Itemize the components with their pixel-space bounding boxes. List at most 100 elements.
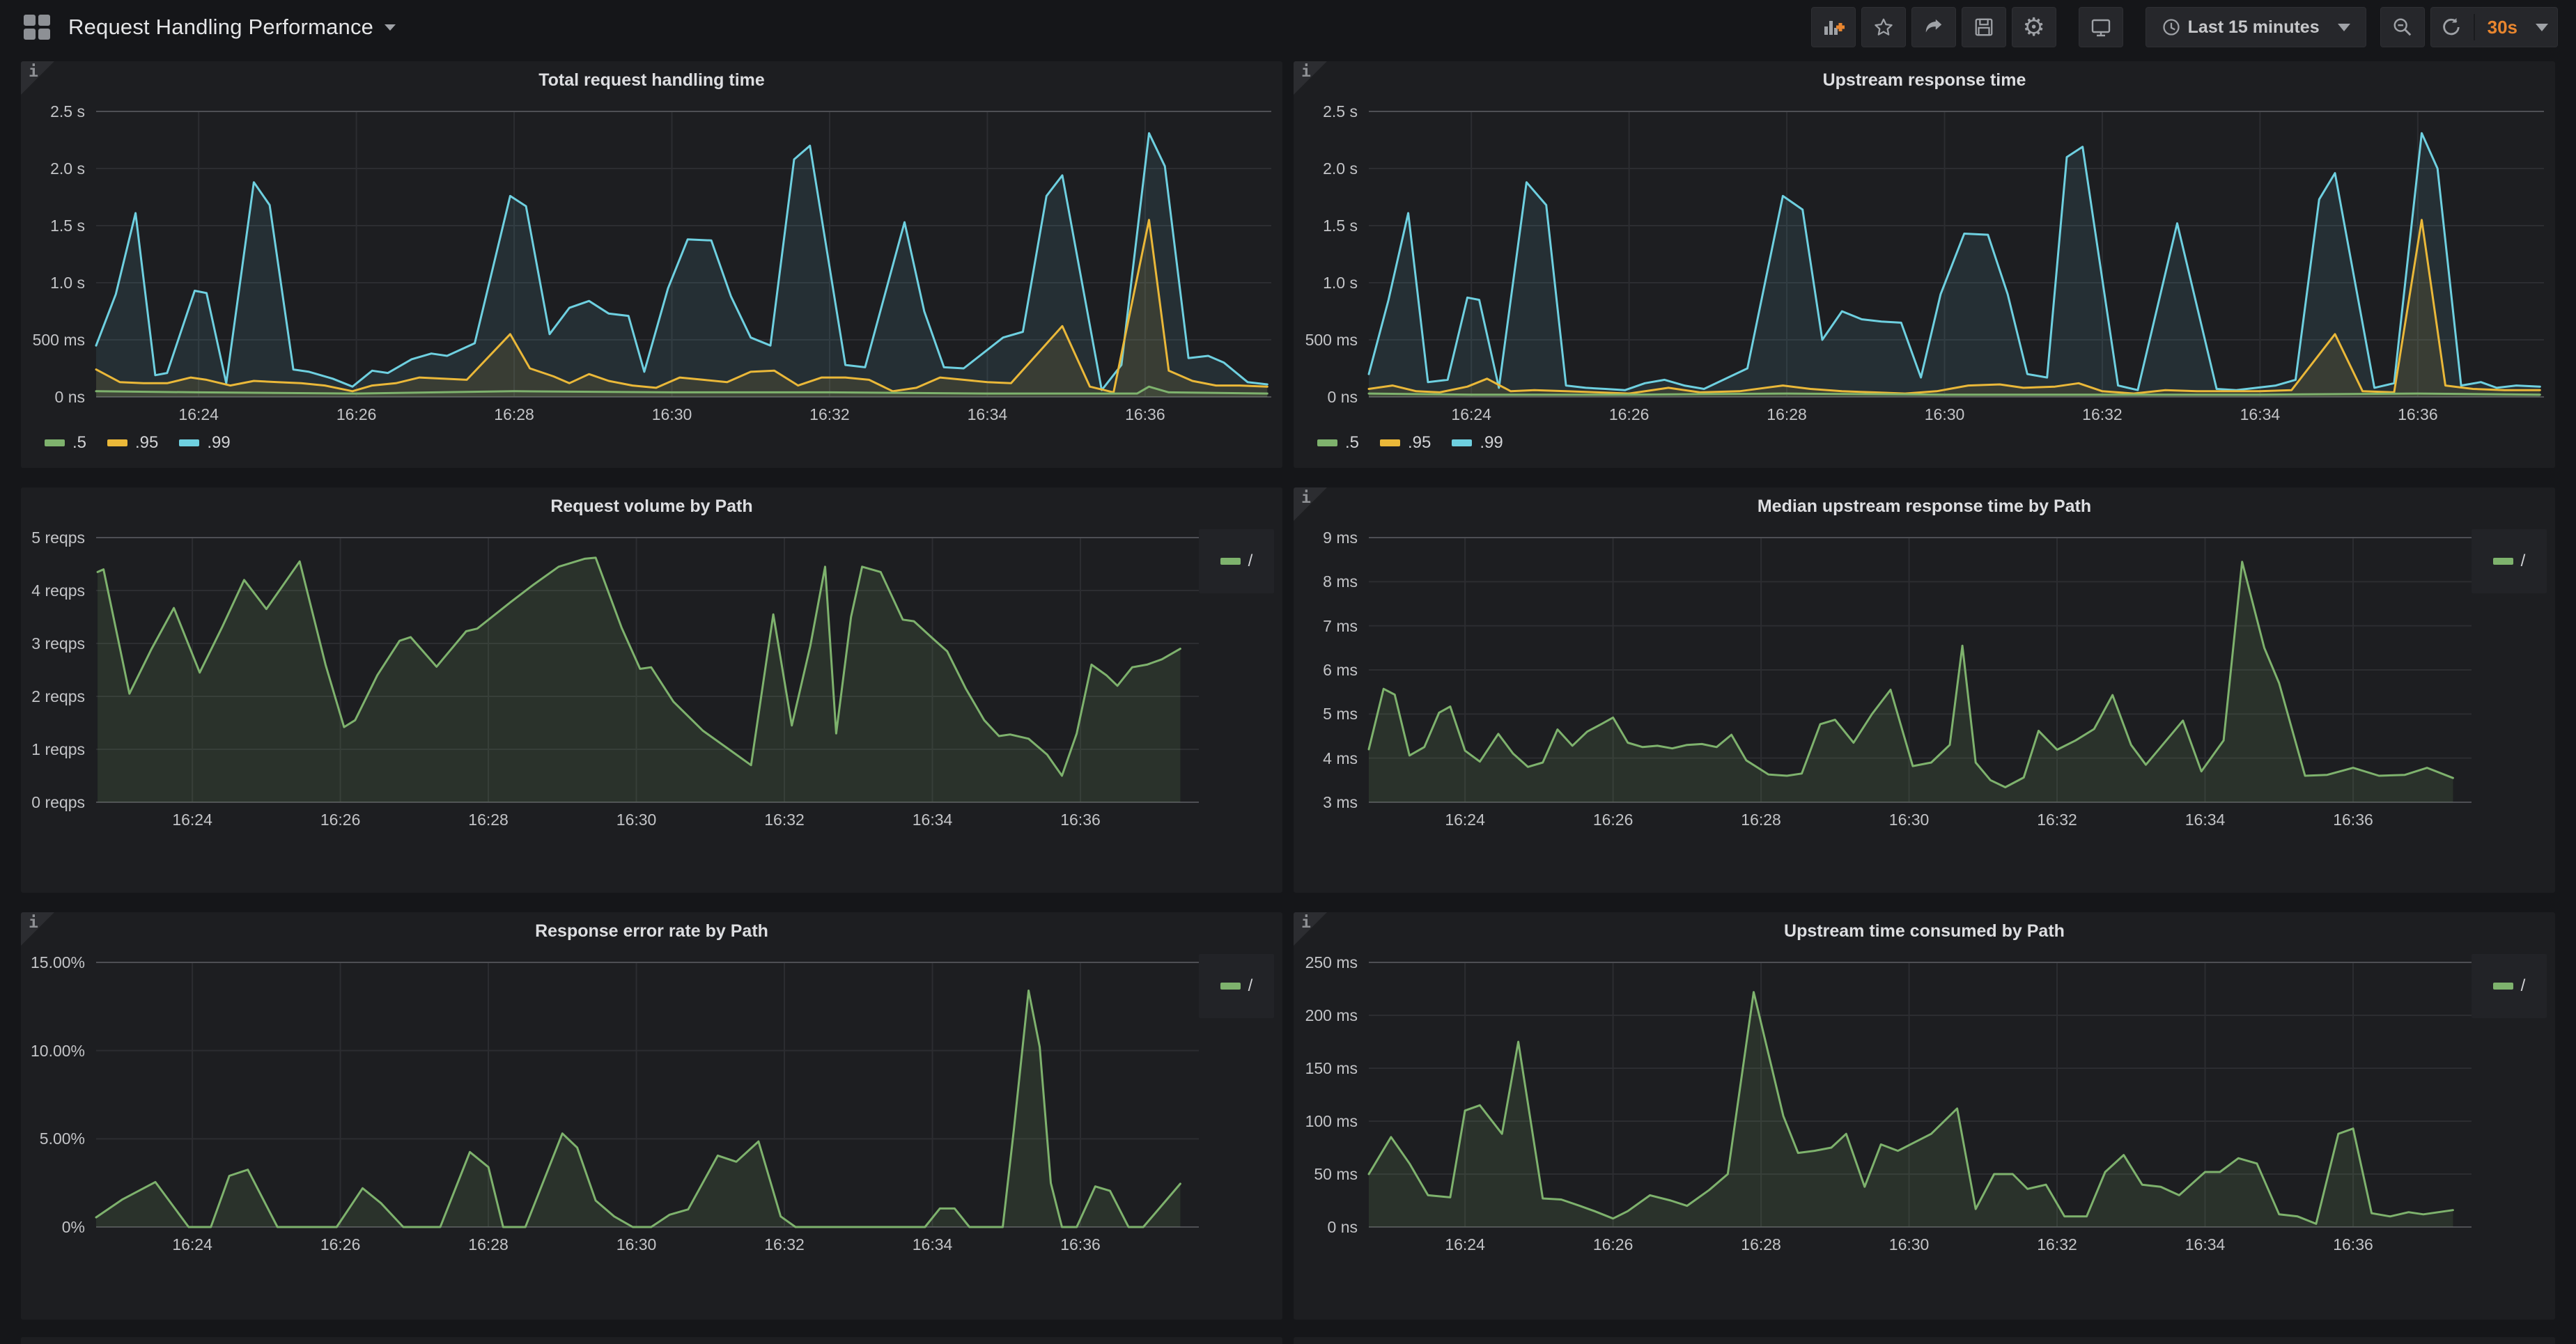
- chart-legend: /: [1199, 954, 1274, 1018]
- series-fill: [1369, 992, 2453, 1227]
- dashboard-title-caret[interactable]: [385, 24, 396, 31]
- series-line: [95, 219, 1268, 393]
- settings-button[interactable]: ⚙: [2011, 7, 2056, 47]
- legend-item[interactable]: .5: [45, 433, 86, 453]
- legend-label: /: [1248, 976, 1253, 995]
- x-axis-tick-label: 16:32: [764, 811, 805, 829]
- y-axis-tick-label: 5 reqps: [31, 529, 85, 547]
- legend-swatch: [179, 439, 200, 446]
- x-axis-tick-label: 16:32: [2082, 405, 2123, 423]
- panel-info-corner[interactable]: i: [21, 61, 54, 95]
- legend-swatch: [1452, 439, 1473, 446]
- panel-info-corner[interactable]: i: [1294, 912, 1327, 946]
- x-axis-tick-label: 16:36: [1125, 405, 1165, 423]
- x-axis-tick-label: 16:36: [2333, 811, 2373, 829]
- chart-plot-area[interactable]: 0% 5.00% 10.00% 15.00% 16:24 16:26 16:28 16:30 1…: [21, 912, 1282, 1320]
- chart-plot-area[interactable]: 0 ns 50 ms 100 ms 150 ms 200 ms 250 ms 16:24 16…: [1294, 912, 2555, 1320]
- y-axis-tick-label: 200 ms: [1305, 1006, 1358, 1024]
- legend-item[interactable]: /: [2492, 976, 2525, 996]
- x-axis-tick-label: 16:28: [468, 811, 509, 829]
- refresh-button[interactable]: 30s: [2430, 7, 2558, 47]
- legend-swatch: [107, 439, 128, 446]
- y-axis-tick-label: 8 ms: [1323, 572, 1358, 591]
- chart-plot-area[interactable]: 0 ns 500 ms 1.0 s 1.5 s 2.0 s 2.5 s 16:24 16:26…: [21, 61, 1282, 468]
- chart-plot-area[interactable]: 0 reqps 1 reqps 2 reqps 3 reqps 4 reqps 5 req…: [21, 487, 1282, 893]
- zoom-out-button[interactable]: [2380, 7, 2425, 47]
- panel-title[interactable]: Median upstream response time by Path: [1757, 497, 2092, 516]
- refresh-interval-caret[interactable]: [2536, 23, 2548, 31]
- cycle-view-button[interactable]: [2078, 7, 2123, 47]
- legend-swatch: [1220, 558, 1241, 565]
- y-axis-tick-label: 2.0 s: [1323, 159, 1358, 178]
- chart-legend: .5 .95 .99: [45, 433, 231, 453]
- legend-label: .5: [72, 433, 87, 452]
- star-button[interactable]: [1861, 7, 1906, 47]
- y-axis-tick-label: 50 ms: [1314, 1165, 1358, 1183]
- info-icon: i: [29, 63, 38, 81]
- legend-item[interactable]: .5: [1317, 433, 1359, 453]
- legend-item[interactable]: .95: [107, 433, 158, 453]
- x-axis-tick-label: 16:34: [967, 405, 1008, 423]
- legend-item[interactable]: /: [2492, 552, 2525, 571]
- legend-label: .95: [1408, 433, 1431, 452]
- panel-info-corner[interactable]: i: [21, 912, 54, 946]
- panel-title[interactable]: Upstream response time: [1822, 70, 2026, 90]
- chart-legend: /: [2472, 954, 2547, 1018]
- info-icon: i: [1301, 914, 1311, 932]
- x-axis-tick-label: 16:26: [320, 1235, 361, 1253]
- legend-item[interactable]: /: [1220, 552, 1252, 571]
- share-button[interactable]: [1911, 7, 1956, 47]
- x-axis-tick-label: 16:30: [616, 811, 657, 829]
- save-icon: [1975, 18, 1993, 36]
- refresh-interval-label[interactable]: 30s: [2487, 16, 2517, 38]
- panel-title[interactable]: Request volume by Path: [550, 497, 753, 516]
- partial-panel: [1294, 1337, 2555, 1344]
- panel-upstream-time-consumed-by-path: i Upstream time consumed by Path 0 ns 50 …: [1294, 912, 2555, 1320]
- legend-item[interactable]: .95: [1380, 433, 1431, 453]
- y-axis-tick-label: 0%: [61, 1218, 85, 1236]
- x-axis-tick-label: 16:28: [1741, 811, 1781, 829]
- dashboard-grid-icon[interactable]: [24, 15, 50, 40]
- x-axis-tick-label: 16:28: [1741, 1235, 1781, 1253]
- panel-title[interactable]: Upstream time consumed by Path: [1784, 921, 2065, 941]
- y-axis-tick-label: 7 ms: [1323, 616, 1358, 635]
- legend-item[interactable]: .99: [179, 433, 231, 453]
- star-icon: [1874, 18, 1893, 36]
- chart-plot-area[interactable]: 3 ms 4 ms 5 ms 6 ms 7 ms 8 ms 9 ms 16:24 16:26 16…: [1294, 487, 2555, 893]
- series-line: [1367, 561, 2454, 788]
- y-axis-tick-label: 4 reqps: [31, 581, 85, 600]
- x-axis-tick-label: 16:26: [336, 405, 377, 423]
- x-axis-tick-label: 16:36: [2333, 1235, 2373, 1253]
- y-axis-tick-label: 2.5 s: [1323, 102, 1358, 120]
- y-axis-tick-label: 0 ns: [54, 388, 85, 406]
- legend-label: .99: [207, 433, 231, 452]
- refresh-icon: [2442, 17, 2460, 36]
- series-line: [95, 385, 1268, 395]
- panel-info-corner[interactable]: i: [1294, 487, 1327, 521]
- add-panel-button[interactable]: [1810, 7, 1856, 47]
- panel-title[interactable]: Response error rate by Path: [535, 921, 768, 941]
- series-line: [1367, 392, 2541, 396]
- chart-plot-area[interactable]: 0 ns 500 ms 1.0 s 1.5 s 2.0 s 2.5 s 16:24 16:26…: [1294, 61, 2555, 468]
- legend-item[interactable]: .99: [1452, 433, 1503, 453]
- legend-label: .5: [1345, 433, 1360, 452]
- panel-title[interactable]: Total request handling time: [538, 70, 765, 90]
- dashboard-title[interactable]: Request Handling Performance: [68, 15, 374, 39]
- save-button[interactable]: [1961, 7, 2006, 47]
- x-axis-tick-label: 16:26: [1608, 405, 1650, 423]
- y-axis-tick-label: 2.0 s: [50, 159, 85, 178]
- legend-label: .99: [1480, 433, 1503, 452]
- panel-info-corner[interactable]: i: [1294, 61, 1327, 95]
- x-axis-tick-label: 16:34: [2240, 405, 2281, 423]
- chart-canvas: [1367, 537, 2472, 803]
- time-picker-button[interactable]: Last 15 minutes: [2145, 7, 2366, 47]
- y-axis-tick-label: 6 ms: [1323, 661, 1358, 679]
- x-axis-tick-label: 16:24: [1445, 1235, 1485, 1253]
- legend-label: .95: [135, 433, 159, 452]
- legend-item[interactable]: /: [1220, 976, 1253, 996]
- share-icon: [1925, 19, 1941, 33]
- series-fill: [96, 133, 1268, 397]
- legend-swatch: [1380, 439, 1401, 446]
- chart-canvas: [95, 962, 1199, 1228]
